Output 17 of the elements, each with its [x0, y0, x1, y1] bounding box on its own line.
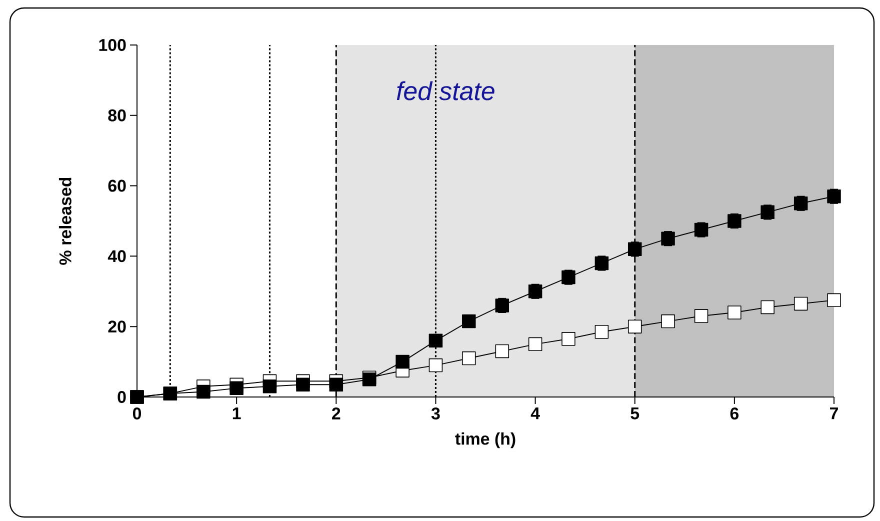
band-label: fed state: [396, 81, 494, 100]
x-tick-label: 4: [530, 408, 540, 420]
y-tick-label: 80: [108, 109, 126, 122]
x-tick-label: 1: [232, 408, 241, 420]
x-tick-label: 2: [332, 408, 340, 420]
y-tick-label: 0: [118, 390, 126, 403]
y-axis-title: % released: [58, 178, 72, 265]
x-tick-label: 3: [431, 408, 440, 420]
x-tick-label: 7: [830, 408, 838, 420]
x-axis-title: time (h): [455, 432, 516, 448]
y-tick-label: 60: [108, 180, 126, 192]
y-tick-label: 100: [99, 38, 126, 51]
x-tick-label: 0: [132, 408, 142, 420]
y-tick-label: 20: [108, 320, 126, 333]
x-tick-label: 6: [730, 408, 739, 420]
x-tick-label: 5: [630, 408, 640, 420]
y-tick-label: 40: [108, 250, 126, 262]
